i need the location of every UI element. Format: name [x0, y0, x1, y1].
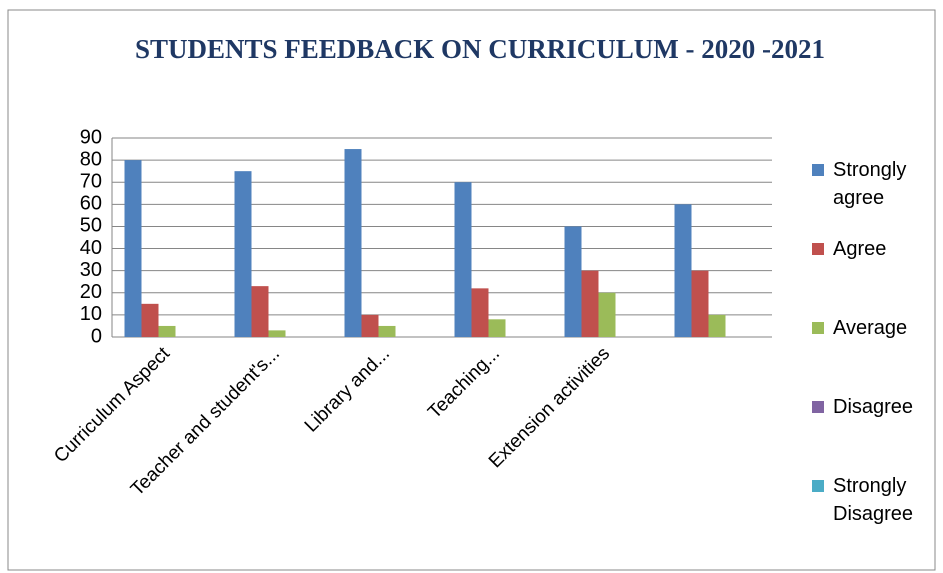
y-tick-label: 80 [80, 148, 102, 170]
legend-item: Disagree [812, 393, 937, 421]
legend-item: Average [812, 314, 937, 342]
y-tick-label: 70 [80, 171, 102, 193]
legend-swatch [812, 322, 824, 334]
bar [344, 149, 362, 337]
bar [251, 286, 269, 337]
bar [361, 314, 379, 337]
legend-swatch [812, 401, 824, 413]
legend-label: Average [833, 317, 908, 339]
bar [471, 288, 489, 337]
legend-label: Disagree [833, 396, 914, 418]
bar [124, 160, 142, 337]
legend-label: Strongly agree [833, 159, 907, 209]
y-tick-label: 10 [80, 303, 102, 325]
y-tick-label: 0 [91, 325, 102, 347]
bar [158, 325, 176, 337]
chart-title: STUDENTS FEEDBACK ON CURRICULUM - 2020 -… [134, 34, 826, 64]
y-tick-label: 50 [80, 215, 102, 237]
bar [674, 204, 692, 337]
y-tick-label: 20 [80, 281, 102, 303]
legend-item: Strongly agree [812, 156, 937, 212]
x-tick-label: Teaching... [424, 343, 504, 423]
bar [691, 270, 709, 337]
x-tick-label: Extension activities [485, 343, 614, 472]
y-tick-label: 60 [80, 193, 102, 215]
bar [234, 171, 252, 337]
bar [454, 182, 472, 337]
legend-swatch [812, 243, 824, 255]
bar [564, 226, 582, 337]
bar [268, 330, 286, 337]
bar [141, 303, 159, 337]
x-tick-label: Library and... [301, 343, 394, 436]
bar [488, 319, 506, 337]
legend-item: Strongly Disagree [812, 472, 937, 528]
legend-label: Agree [833, 238, 887, 260]
bar [581, 270, 599, 337]
y-tick-label: 90 [80, 126, 102, 148]
legend-label: Strongly Disagree [833, 475, 914, 525]
legend-swatch [812, 480, 824, 492]
chart-frame [7, 9, 936, 571]
bar [598, 292, 616, 337]
bar [708, 314, 726, 337]
legend-swatch [812, 164, 824, 176]
x-tick-label: Curriculum Aspect [50, 343, 174, 467]
y-tick-label: 30 [80, 259, 102, 281]
y-tick-label: 40 [80, 237, 102, 259]
bar [378, 325, 396, 337]
legend-item: Agree [812, 235, 937, 263]
